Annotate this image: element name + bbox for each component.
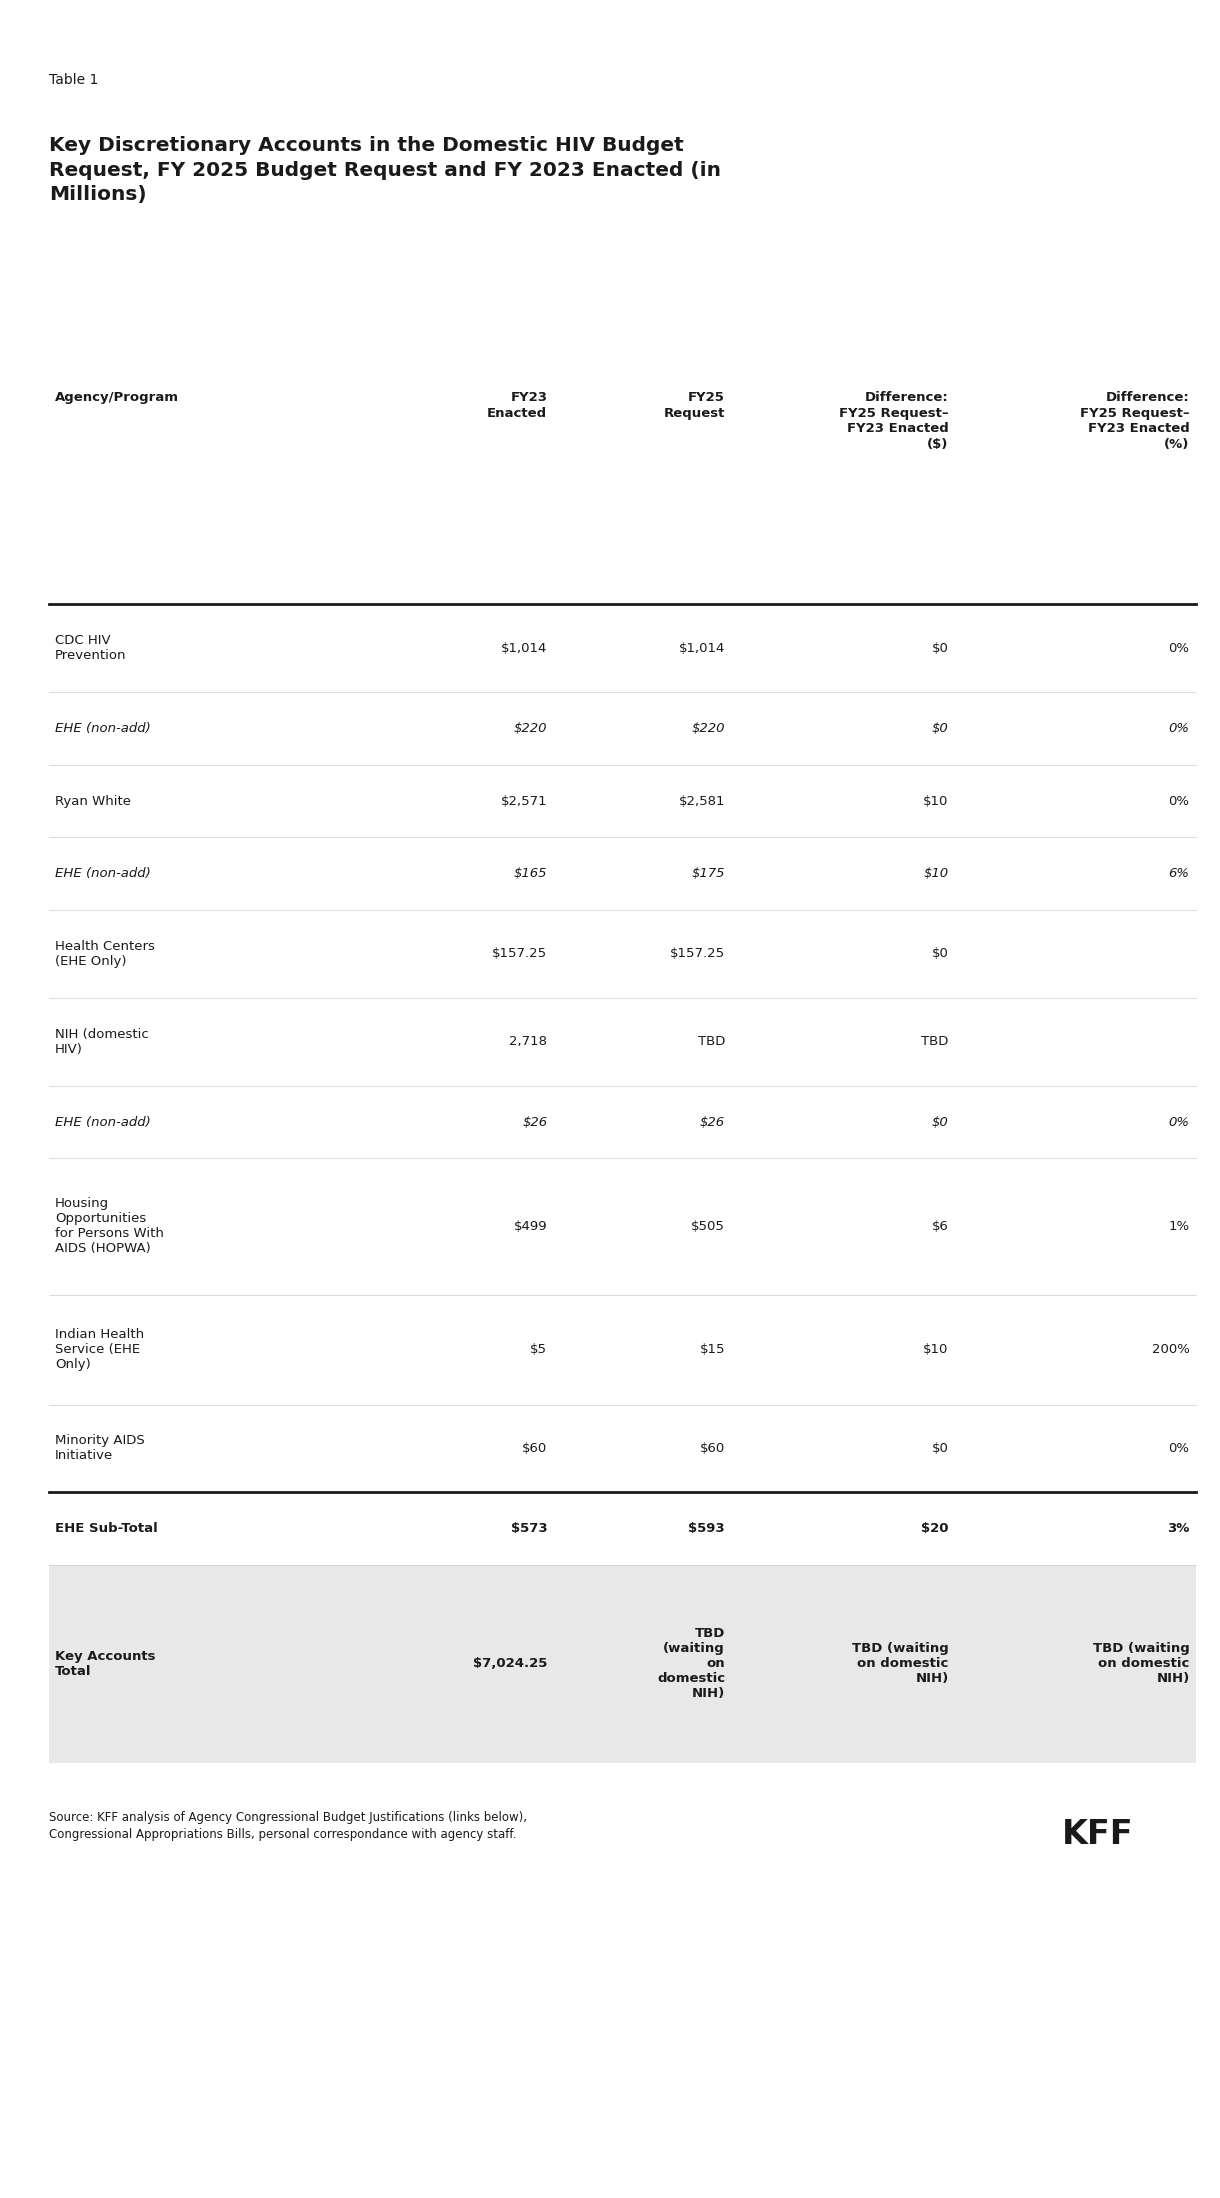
- Text: CDC HIV
Prevention: CDC HIV Prevention: [55, 635, 127, 662]
- Text: 2,718: 2,718: [509, 1035, 548, 1048]
- Text: TBD (waiting
on domestic
NIH): TBD (waiting on domestic NIH): [1093, 1642, 1190, 1686]
- Text: EHE (non-add): EHE (non-add): [55, 1117, 150, 1128]
- Text: $0: $0: [932, 1117, 949, 1128]
- Text: FY23
Enacted: FY23 Enacted: [487, 391, 548, 420]
- Text: FY25
Request: FY25 Request: [664, 391, 725, 420]
- Text: EHE (non-add): EHE (non-add): [55, 868, 150, 879]
- Text: KFF: KFF: [1061, 1818, 1133, 1851]
- Text: $0: $0: [932, 723, 949, 734]
- Text: TBD: TBD: [698, 1035, 725, 1048]
- Text: NIH (domestic
HIV): NIH (domestic HIV): [55, 1029, 149, 1055]
- Text: $593: $593: [688, 1523, 725, 1534]
- Text: $10: $10: [924, 868, 949, 879]
- Text: $0: $0: [932, 642, 949, 655]
- Text: $26: $26: [522, 1117, 548, 1128]
- Text: $157.25: $157.25: [670, 947, 725, 961]
- Text: $157.25: $157.25: [492, 947, 548, 961]
- Text: 0%: 0%: [1169, 1117, 1190, 1128]
- Text: $2,581: $2,581: [678, 796, 725, 807]
- Text: 0%: 0%: [1169, 796, 1190, 807]
- Text: EHE (non-add): EHE (non-add): [55, 723, 150, 734]
- Bar: [49, 1565, 1196, 1763]
- Text: Ryan White: Ryan White: [55, 796, 131, 807]
- Text: $220: $220: [514, 723, 548, 734]
- Text: $573: $573: [511, 1523, 548, 1534]
- Text: $5: $5: [531, 1343, 548, 1356]
- Text: $1,014: $1,014: [678, 642, 725, 655]
- Text: Agency/Program: Agency/Program: [55, 391, 179, 404]
- Text: Health Centers
(EHE Only): Health Centers (EHE Only): [55, 941, 155, 967]
- Text: $10: $10: [924, 796, 949, 807]
- Text: Difference:
FY25 Request–
FY23 Enacted
(%): Difference: FY25 Request– FY23 Enacted (…: [1080, 391, 1190, 451]
- Text: 0%: 0%: [1169, 642, 1190, 655]
- Text: Housing
Opportunities
for Persons With
AIDS (HOPWA): Housing Opportunities for Persons With A…: [55, 1198, 163, 1255]
- Text: 0%: 0%: [1169, 723, 1190, 734]
- Text: $0: $0: [932, 1442, 949, 1455]
- Text: Key Accounts
Total: Key Accounts Total: [55, 1651, 155, 1677]
- Text: $175: $175: [692, 868, 725, 879]
- Text: $165: $165: [514, 868, 548, 879]
- Text: $499: $499: [514, 1220, 548, 1233]
- Text: TBD (waiting
on domestic
NIH): TBD (waiting on domestic NIH): [852, 1642, 949, 1686]
- Text: $60: $60: [522, 1442, 548, 1455]
- Text: Source: KFF analysis of Agency Congressional Budget Justifications (links below): Source: KFF analysis of Agency Congressi…: [49, 1811, 527, 1842]
- Text: $60: $60: [700, 1442, 725, 1455]
- Text: 3%: 3%: [1168, 1523, 1190, 1534]
- Text: EHE Sub-Total: EHE Sub-Total: [55, 1523, 157, 1534]
- Text: $15: $15: [699, 1343, 725, 1356]
- Text: $6: $6: [932, 1220, 949, 1233]
- Text: 200%: 200%: [1152, 1343, 1189, 1356]
- Text: TBD: TBD: [921, 1035, 949, 1048]
- Text: TBD
(waiting
on
domestic
NIH): TBD (waiting on domestic NIH): [656, 1627, 725, 1701]
- Text: $20: $20: [921, 1523, 949, 1534]
- Text: $2,571: $2,571: [500, 796, 548, 807]
- Text: Minority AIDS
Initiative: Minority AIDS Initiative: [55, 1435, 145, 1462]
- Text: Indian Health
Service (EHE
Only): Indian Health Service (EHE Only): [55, 1328, 144, 1372]
- Text: $0: $0: [932, 947, 949, 961]
- Text: $10: $10: [924, 1343, 949, 1356]
- Text: Table 1: Table 1: [49, 73, 98, 86]
- Text: Key Discretionary Accounts in the Domestic HIV Budget
Request, FY 2025 Budget Re: Key Discretionary Accounts in the Domest…: [49, 136, 721, 204]
- Text: 6%: 6%: [1169, 868, 1190, 879]
- Text: Difference:
FY25 Request–
FY23 Enacted
($): Difference: FY25 Request– FY23 Enacted (…: [839, 391, 949, 451]
- Text: $1,014: $1,014: [501, 642, 548, 655]
- Text: $26: $26: [700, 1117, 725, 1128]
- Text: $7,024.25: $7,024.25: [473, 1657, 548, 1670]
- Text: 1%: 1%: [1169, 1220, 1190, 1233]
- Text: $505: $505: [692, 1220, 725, 1233]
- Text: 0%: 0%: [1169, 1442, 1190, 1455]
- Text: $220: $220: [692, 723, 725, 734]
